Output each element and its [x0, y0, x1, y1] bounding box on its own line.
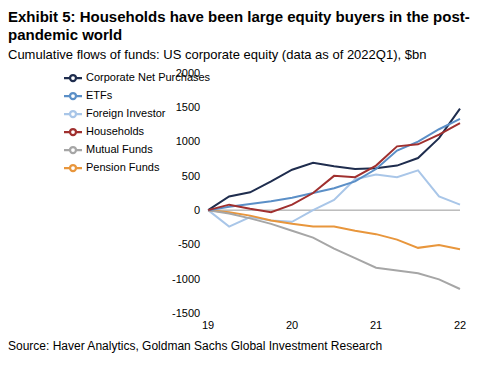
svg-text:21: 21 — [370, 319, 382, 331]
svg-text:19: 19 — [202, 319, 214, 331]
svg-text:-500: -500 — [178, 238, 200, 250]
svg-text:0: 0 — [194, 204, 200, 216]
svg-text:-1000: -1000 — [172, 273, 200, 285]
svg-text:22: 22 — [454, 319, 466, 331]
svg-text:-1500: -1500 — [172, 307, 200, 319]
svg-text:20: 20 — [286, 319, 298, 331]
svg-text:500: 500 — [182, 170, 200, 182]
svg-text:1000: 1000 — [176, 135, 200, 147]
svg-text:1500: 1500 — [176, 101, 200, 113]
svg-text:2000: 2000 — [176, 67, 200, 79]
